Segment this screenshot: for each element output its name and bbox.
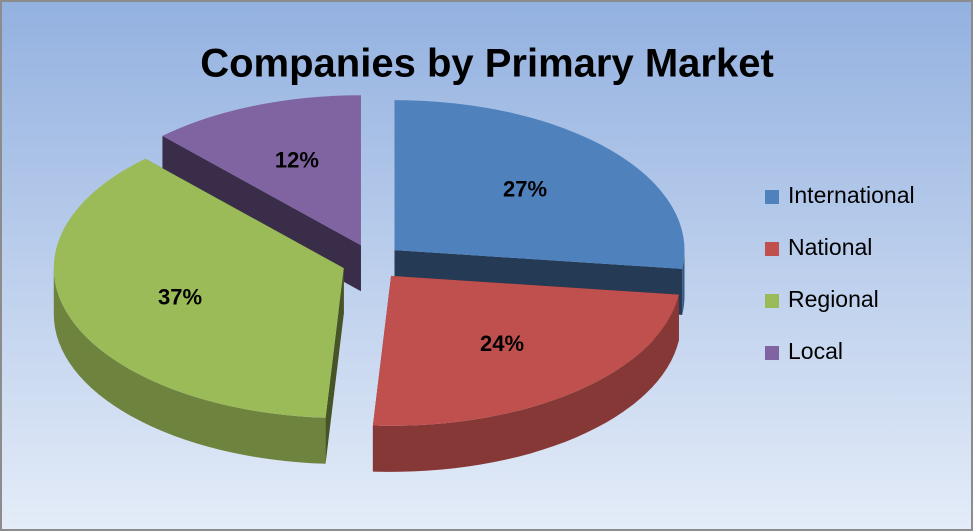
data-label: 27% [503, 176, 547, 201]
legend-label: International [788, 182, 915, 208]
legend-swatch [765, 346, 779, 360]
legend: International National Regional Local [765, 182, 915, 364]
data-label: 24% [480, 331, 524, 356]
data-labels: 27% 24% 37% 12% [158, 147, 547, 356]
chart-title: Companies by Primary Market [200, 42, 774, 86]
slice-outer-wall [53, 268, 326, 464]
legend-swatch [765, 242, 779, 256]
slice-outer-wall [682, 250, 685, 315]
legend-label: Local [788, 338, 843, 364]
pie-slice [53, 158, 344, 418]
legend-swatch [765, 294, 779, 308]
pie-slice [372, 275, 679, 426]
data-label: 37% [158, 284, 202, 309]
slice-cut-wall [325, 268, 344, 464]
pie-slice [162, 95, 361, 246]
data-label: 12% [275, 147, 319, 172]
pie-slice [394, 100, 685, 269]
legend-label: National [788, 234, 872, 260]
pie-tops [53, 95, 685, 426]
legend-swatch [765, 190, 779, 204]
legend-label: Regional [788, 286, 879, 312]
slice-outer-wall [372, 294, 679, 472]
